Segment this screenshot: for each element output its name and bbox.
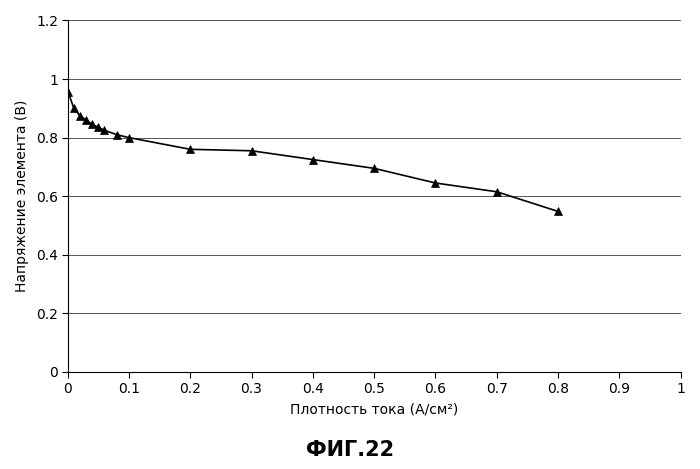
Text: ФИГ.22: ФИГ.22: [306, 439, 394, 460]
Y-axis label: Напряжение элемента (В): Напряжение элемента (В): [15, 100, 29, 292]
X-axis label: Плотность тока (А/см²): Плотность тока (А/см²): [290, 402, 459, 416]
